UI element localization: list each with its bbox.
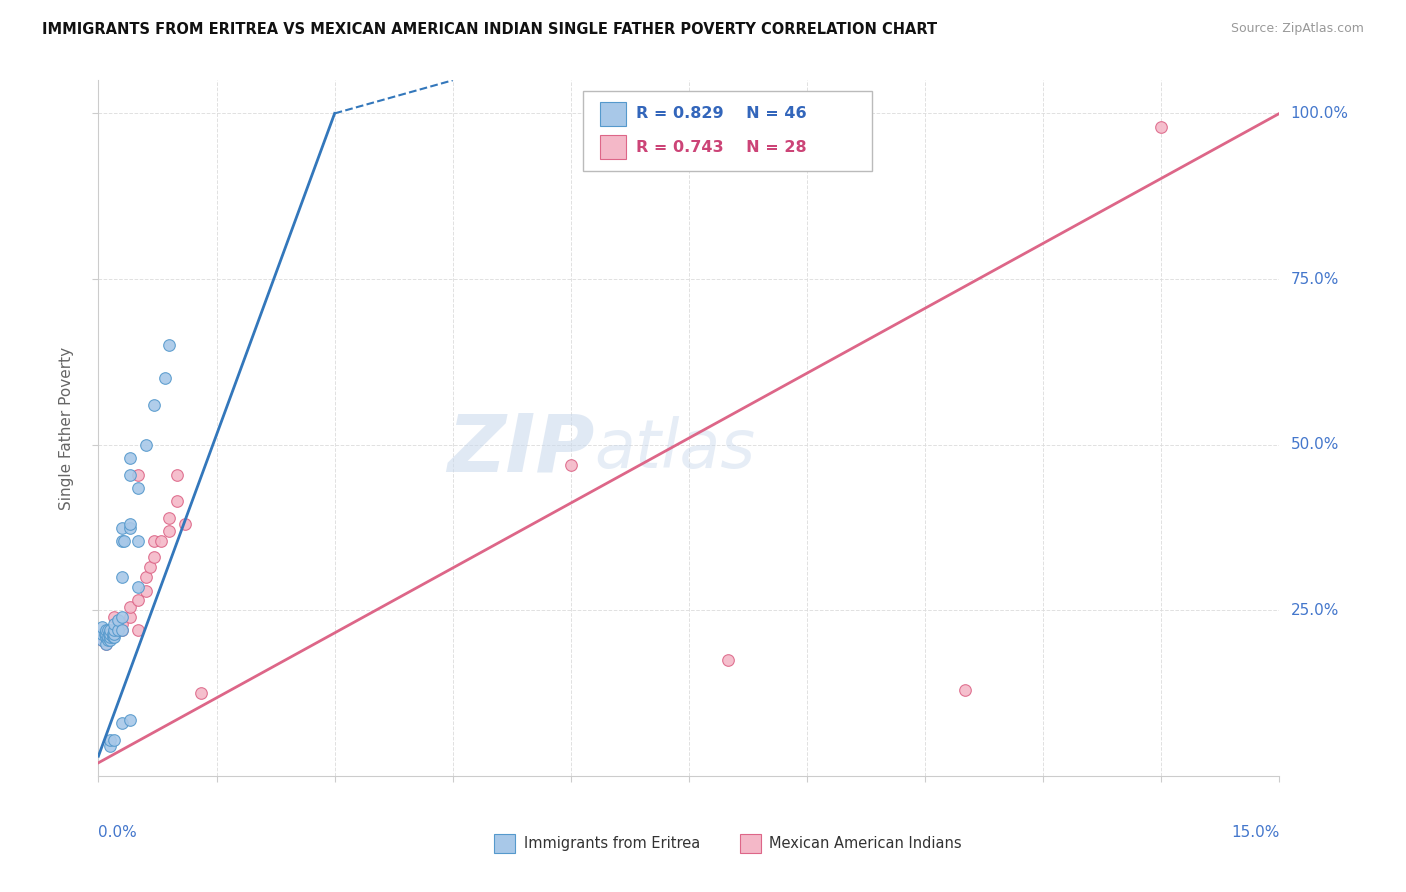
- Point: [118, 450, 141, 465]
- Point: [111, 624, 134, 638]
- Point: [97, 630, 120, 644]
- Text: 50.0%: 50.0%: [1291, 437, 1339, 452]
- Text: Immigrants from Eritrea: Immigrants from Eritrea: [523, 836, 700, 851]
- Point: [91, 626, 114, 640]
- Point: [155, 371, 177, 385]
- Point: [127, 580, 149, 594]
- Bar: [600, 102, 626, 126]
- Point: [91, 620, 114, 634]
- Point: [127, 467, 149, 482]
- Text: Source: ZipAtlas.com: Source: ZipAtlas.com: [1230, 22, 1364, 36]
- Point: [157, 338, 180, 352]
- Point: [103, 616, 125, 631]
- Point: [98, 624, 121, 638]
- Point: [166, 467, 188, 482]
- Point: [190, 686, 212, 700]
- Y-axis label: Single Father Poverty: Single Father Poverty: [59, 347, 75, 509]
- Point: [103, 624, 125, 638]
- Point: [118, 610, 141, 624]
- Point: [112, 533, 135, 548]
- Point: [135, 438, 157, 452]
- Point: [560, 458, 582, 472]
- Point: [107, 613, 129, 627]
- Point: [166, 494, 188, 508]
- Text: ZIP: ZIP: [447, 410, 595, 488]
- Point: [111, 533, 134, 548]
- Point: [96, 630, 118, 644]
- Point: [118, 467, 141, 482]
- Point: [135, 583, 157, 598]
- Point: [103, 626, 125, 640]
- Point: [98, 633, 121, 648]
- Point: [127, 593, 149, 607]
- Text: 100.0%: 100.0%: [1291, 106, 1348, 121]
- Point: [98, 630, 121, 644]
- Point: [111, 624, 134, 638]
- Point: [142, 533, 165, 548]
- Text: R = 0.743    N = 28: R = 0.743 N = 28: [636, 139, 807, 154]
- Point: [101, 630, 124, 644]
- Point: [953, 682, 976, 697]
- Point: [118, 600, 141, 615]
- Point: [103, 732, 125, 747]
- Point: [118, 517, 141, 532]
- Point: [111, 610, 134, 624]
- Text: atlas: atlas: [595, 416, 755, 482]
- Point: [98, 739, 121, 754]
- Point: [118, 520, 141, 534]
- Point: [98, 732, 121, 747]
- Point: [97, 624, 120, 638]
- Point: [127, 624, 149, 638]
- Bar: [494, 835, 516, 853]
- Text: 0.0%: 0.0%: [98, 825, 138, 839]
- Point: [96, 636, 118, 650]
- Text: Mexican American Indians: Mexican American Indians: [769, 836, 962, 851]
- Point: [135, 570, 157, 584]
- Point: [96, 626, 118, 640]
- Point: [101, 626, 124, 640]
- Text: R = 0.829    N = 46: R = 0.829 N = 46: [636, 106, 807, 121]
- Bar: [740, 835, 761, 853]
- Point: [111, 520, 134, 534]
- Point: [111, 716, 134, 731]
- Point: [91, 633, 114, 648]
- Point: [91, 633, 114, 648]
- Point: [157, 510, 180, 524]
- Point: [111, 616, 134, 631]
- Bar: [600, 136, 626, 159]
- Point: [97, 633, 120, 648]
- Point: [107, 624, 129, 638]
- Point: [97, 626, 120, 640]
- Point: [98, 630, 121, 644]
- Text: IMMIGRANTS FROM ERITREA VS MEXICAN AMERICAN INDIAN SINGLE FATHER POVERTY CORRELA: IMMIGRANTS FROM ERITREA VS MEXICAN AMERI…: [42, 22, 938, 37]
- Point: [127, 481, 149, 495]
- Point: [103, 610, 125, 624]
- Text: 15.0%: 15.0%: [1232, 825, 1279, 839]
- Point: [127, 533, 149, 548]
- Point: [96, 636, 118, 650]
- Point: [93, 626, 115, 640]
- Point: [98, 626, 121, 640]
- Point: [138, 560, 160, 574]
- Point: [142, 550, 165, 565]
- Point: [717, 653, 740, 667]
- Point: [157, 524, 180, 538]
- Text: 75.0%: 75.0%: [1291, 271, 1339, 286]
- Point: [118, 713, 141, 727]
- Point: [111, 570, 134, 584]
- FancyBboxPatch shape: [582, 91, 872, 170]
- Point: [103, 626, 125, 640]
- Text: 25.0%: 25.0%: [1291, 603, 1339, 618]
- Point: [142, 398, 165, 412]
- Point: [150, 533, 173, 548]
- Point: [174, 517, 197, 532]
- Point: [1150, 120, 1173, 134]
- Point: [96, 624, 118, 638]
- Point: [103, 630, 125, 644]
